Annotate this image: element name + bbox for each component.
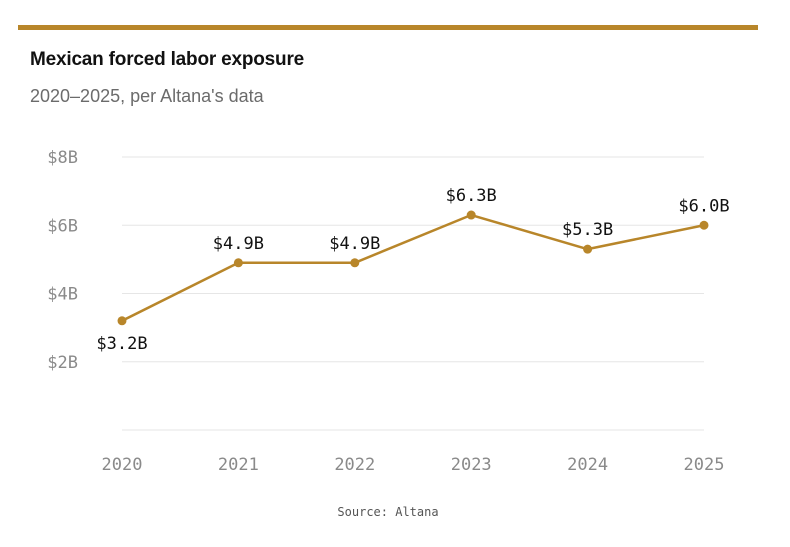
data-label: $5.3B (562, 220, 613, 240)
data-label: $3.2B (96, 334, 147, 354)
data-label: $6.3B (446, 186, 497, 206)
data-point (699, 220, 709, 230)
data-point (583, 244, 593, 254)
x-tick-label: 2022 (334, 455, 375, 475)
x-tick-label: 2021 (218, 455, 259, 475)
data-label: $6.0B (678, 196, 729, 216)
data-points (117, 210, 709, 326)
y-tick-label: $8B (47, 148, 78, 168)
x-tick-label: 2024 (567, 455, 608, 475)
data-point (117, 316, 127, 326)
data-point (466, 210, 476, 220)
data-label: $4.9B (329, 234, 380, 254)
x-tick-label: 2025 (684, 455, 725, 475)
series-line-group (120, 213, 706, 323)
x-axis-ticks: 2020 2021 2022 2023 2024 2025 (102, 455, 725, 475)
y-tick-label: $4B (47, 285, 78, 305)
gridlines (122, 156, 704, 431)
x-tick-label: 2020 (102, 455, 143, 475)
y-tick-label: $6B (47, 216, 78, 236)
y-axis-ticks: $2B $4B $6B $8B (47, 148, 78, 373)
data-point (233, 258, 243, 268)
data-point (350, 258, 360, 268)
top-accent-rule (18, 25, 758, 30)
series-line (120, 213, 706, 323)
data-labels: $3.2B $4.9B $4.9B $6.3B $5.3B $6.0B (96, 186, 729, 354)
x-tick-label: 2023 (451, 455, 492, 475)
source-note: Source: Altana (337, 505, 439, 519)
chart-title: Mexican forced labor exposure (30, 49, 305, 70)
chart-subtitle: 2020–2025, per Altana's data (30, 86, 264, 106)
data-label: $4.9B (213, 234, 264, 254)
line-chart: $2B $4B $6B $8B 2020 2021 2022 2023 2024 2025 $3… (47, 148, 729, 475)
y-tick-label: $2B (47, 353, 78, 373)
